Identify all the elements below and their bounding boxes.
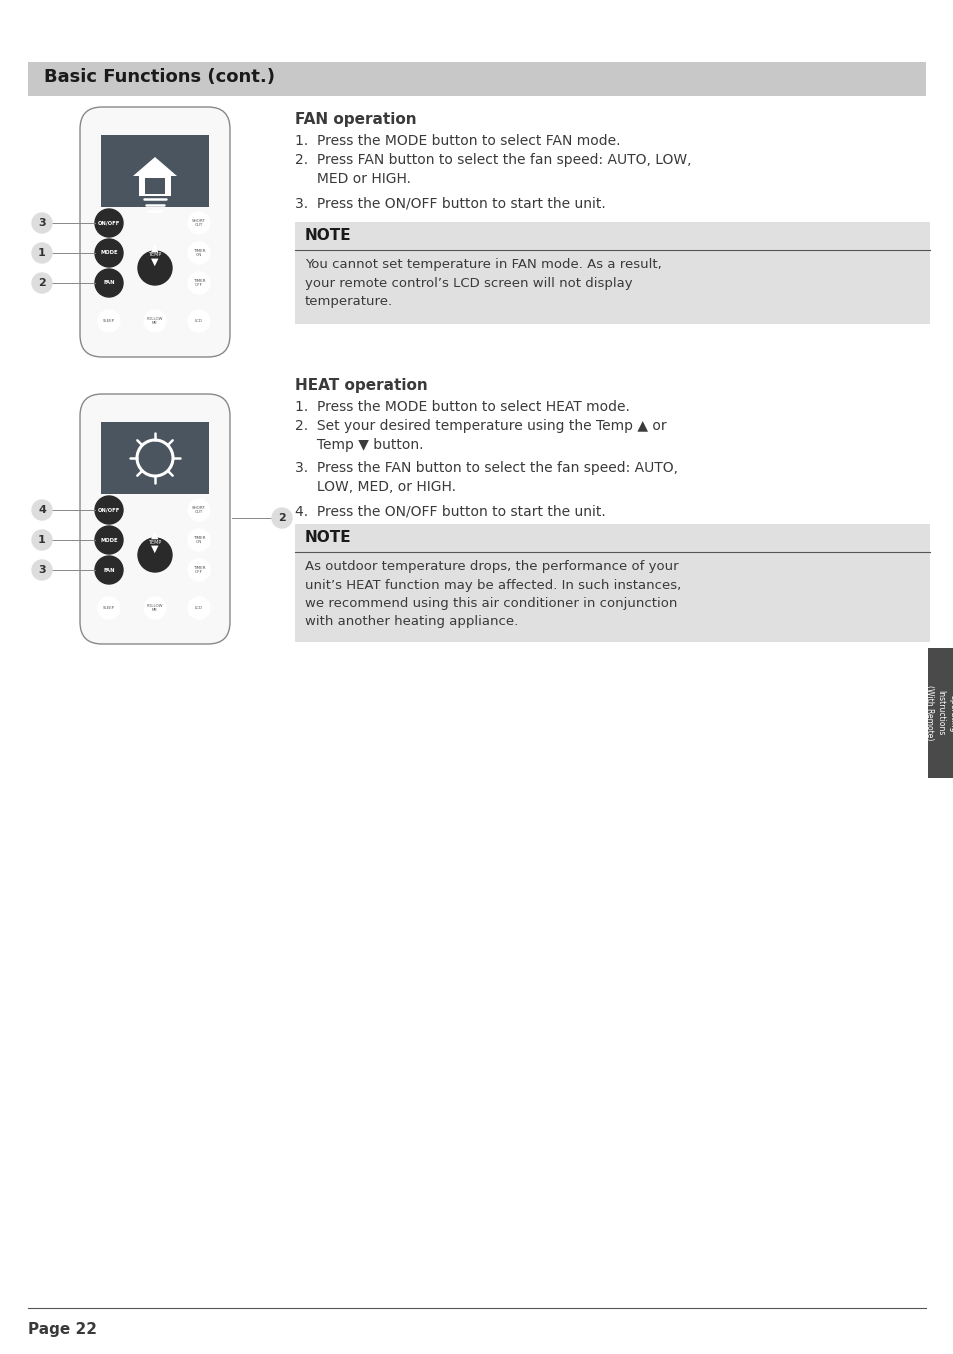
Text: LCD: LCD <box>194 320 203 324</box>
Circle shape <box>138 250 172 284</box>
Bar <box>101 135 209 207</box>
Circle shape <box>95 240 123 267</box>
Text: Page 22: Page 22 <box>28 1322 97 1336</box>
Text: 1.  Press the MODE button to select FAN mode.: 1. Press the MODE button to select FAN m… <box>294 134 619 148</box>
Text: FAN: FAN <box>103 567 114 573</box>
Text: As outdoor temperature drops, the performance of your
unit’s HEAT function may b: As outdoor temperature drops, the perfor… <box>305 561 680 628</box>
Text: 3.  Press the FAN button to select the fan speed: AUTO,: 3. Press the FAN button to select the fa… <box>294 460 678 475</box>
Circle shape <box>32 500 52 520</box>
Circle shape <box>32 242 52 263</box>
Text: 3.  Press the ON/OFF button to start the unit.: 3. Press the ON/OFF button to start the … <box>294 196 605 211</box>
Text: ON/OFF: ON/OFF <box>98 221 120 226</box>
Circle shape <box>188 529 210 551</box>
Circle shape <box>188 500 210 521</box>
Text: TEMP: TEMP <box>149 539 161 544</box>
Text: TIMER
ON: TIMER ON <box>193 536 205 544</box>
Text: SLEEP: SLEEP <box>103 607 115 611</box>
Circle shape <box>188 213 210 234</box>
Circle shape <box>95 525 123 554</box>
Circle shape <box>188 310 210 332</box>
Circle shape <box>272 508 292 528</box>
Circle shape <box>32 213 52 233</box>
Text: Operating
Instructions
(With Remote): Operating Instructions (With Remote) <box>923 685 953 741</box>
Text: ▲: ▲ <box>152 242 158 253</box>
Text: HEAT operation: HEAT operation <box>294 378 427 393</box>
Text: TIMER
OFF: TIMER OFF <box>193 279 205 287</box>
Circle shape <box>98 310 120 332</box>
Text: Temp ▼ button.: Temp ▼ button. <box>294 437 423 452</box>
Text: 2.  Set your desired temperature using the Temp ▲ or: 2. Set your desired temperature using th… <box>294 418 666 433</box>
Text: Basic Functions (cont.): Basic Functions (cont.) <box>44 68 274 87</box>
Text: SLEEP: SLEEP <box>103 320 115 324</box>
Bar <box>145 177 165 194</box>
Text: MED or HIGH.: MED or HIGH. <box>294 172 411 185</box>
FancyBboxPatch shape <box>80 107 230 357</box>
Text: 4: 4 <box>38 505 46 515</box>
Text: 3: 3 <box>38 565 46 575</box>
Text: 1.  Press the MODE button to select HEAT mode.: 1. Press the MODE button to select HEAT … <box>294 399 629 414</box>
FancyBboxPatch shape <box>80 394 230 645</box>
Circle shape <box>144 310 166 332</box>
Circle shape <box>188 559 210 581</box>
Text: ▼: ▼ <box>152 257 158 267</box>
Circle shape <box>95 556 123 584</box>
Text: TIMER
OFF: TIMER OFF <box>193 566 205 574</box>
Text: MODE: MODE <box>100 250 117 256</box>
Circle shape <box>95 209 123 237</box>
Circle shape <box>188 242 210 264</box>
Text: FAN: FAN <box>103 280 114 286</box>
Circle shape <box>98 597 120 619</box>
Text: 2: 2 <box>278 513 286 523</box>
Bar <box>139 176 171 196</box>
Bar <box>927 649 953 779</box>
Circle shape <box>144 597 166 619</box>
Polygon shape <box>132 157 177 176</box>
Text: 1: 1 <box>38 248 46 259</box>
Text: MODE: MODE <box>100 538 117 543</box>
Text: FAN operation: FAN operation <box>294 112 416 127</box>
Circle shape <box>188 272 210 294</box>
Text: LCD: LCD <box>194 607 203 611</box>
Bar <box>294 222 929 324</box>
Circle shape <box>32 529 52 550</box>
Text: FOLLOW
ME: FOLLOW ME <box>147 317 163 325</box>
Text: 2.  Press FAN button to select the fan speed: AUTO, LOW,: 2. Press FAN button to select the fan sp… <box>294 153 691 167</box>
Circle shape <box>143 445 167 470</box>
Text: ▼: ▼ <box>152 544 158 554</box>
Circle shape <box>95 496 123 524</box>
Text: FOLLOW
ME: FOLLOW ME <box>147 604 163 612</box>
Text: ON/OFF: ON/OFF <box>98 508 120 513</box>
Circle shape <box>95 269 123 297</box>
Text: 1: 1 <box>38 535 46 546</box>
Text: 2: 2 <box>38 278 46 288</box>
Bar <box>28 62 925 96</box>
Circle shape <box>188 597 210 619</box>
Text: TEMP: TEMP <box>149 252 161 257</box>
Text: ▲: ▲ <box>152 529 158 540</box>
Text: TIMER
ON: TIMER ON <box>193 249 205 257</box>
Text: LOW, MED, or HIGH.: LOW, MED, or HIGH. <box>294 479 456 494</box>
Bar <box>294 524 929 642</box>
Text: NOTE: NOTE <box>305 227 352 242</box>
Circle shape <box>32 561 52 580</box>
Text: 3: 3 <box>38 218 46 227</box>
Circle shape <box>32 274 52 292</box>
Text: SHORT
CUT: SHORT CUT <box>192 505 206 515</box>
Text: NOTE: NOTE <box>305 529 352 546</box>
Circle shape <box>138 538 172 571</box>
Bar <box>101 422 209 494</box>
Text: You cannot set temperature in FAN mode. As a result,
your remote control’s LCD s: You cannot set temperature in FAN mode. … <box>305 259 661 307</box>
Text: SHORT
CUT: SHORT CUT <box>192 219 206 227</box>
Text: 4.  Press the ON/OFF button to start the unit.: 4. Press the ON/OFF button to start the … <box>294 505 605 519</box>
